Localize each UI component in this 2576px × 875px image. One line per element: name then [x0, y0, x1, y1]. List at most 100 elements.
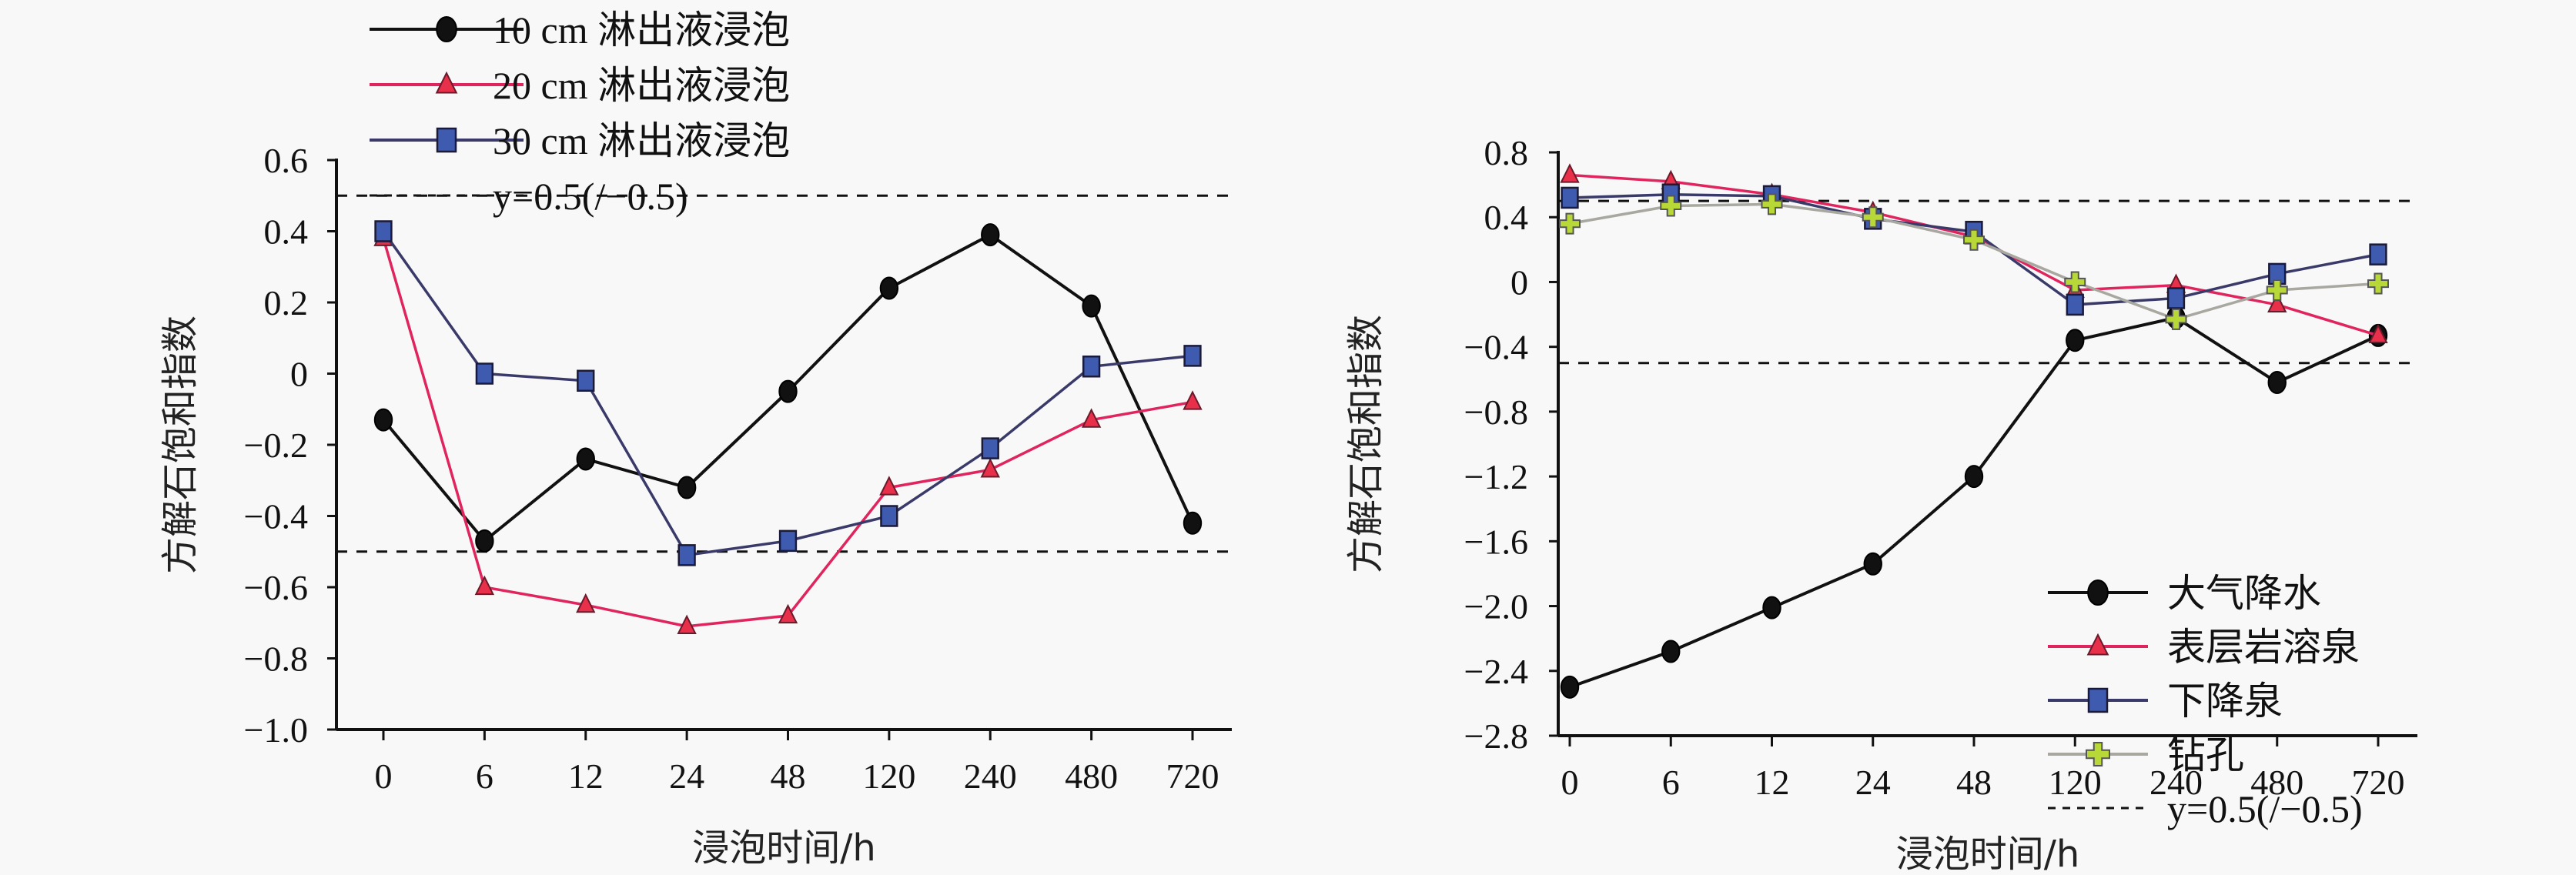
- x-tick-label: 0: [375, 756, 393, 796]
- data-point: [1660, 195, 1682, 217]
- data-point: [879, 276, 899, 300]
- x-tick-label: 12: [568, 756, 604, 796]
- right-chart: 0.8 0.4 0 −0.4 −0.8 −1.2 −1.6 −2.0 −2.4 −2.8 0 6 12 2…: [1344, 133, 2417, 875]
- data-point: [2066, 293, 2084, 316]
- data-point: [1762, 596, 1781, 620]
- y-tick-label: 0.6: [264, 141, 309, 180]
- y-tick-label: −1.6: [1464, 522, 1528, 561]
- y-tick-label: 0.4: [264, 212, 309, 252]
- y-tick-label: −0.2: [244, 426, 308, 465]
- data-point: [577, 369, 595, 392]
- x-tick-label: 480: [2250, 763, 2303, 802]
- data-point: [374, 220, 393, 242]
- y-tick-label: −0.4: [1464, 328, 1528, 367]
- data-point: [677, 544, 696, 566]
- y-tick-label: 0.4: [1484, 198, 1529, 237]
- data-point: [1183, 511, 1203, 535]
- x-tick-label: 240: [964, 756, 1017, 796]
- data-point: [373, 408, 393, 432]
- x-tick-label: 12: [1755, 763, 1790, 802]
- y-tick-label: −1.2: [1464, 457, 1528, 496]
- legend-marker: [2087, 579, 2109, 606]
- data-point: [2367, 272, 2389, 295]
- data-point: [1963, 229, 1985, 251]
- data-point: [2368, 323, 2388, 344]
- data-point: [1082, 294, 1101, 318]
- series-line-1: [382, 238, 1193, 628]
- series-line-1: [1569, 173, 2379, 337]
- legend: 10 cm 淋出液浸泡 20 cm 淋出液浸泡 30 cm 淋出液浸泡 y=0.5(/…: [370, 8, 790, 218]
- legend-marker: [2087, 687, 2109, 713]
- data-point: [475, 529, 494, 553]
- data-point: [576, 593, 596, 613]
- legend-label: 30 cm 淋出液浸泡: [493, 119, 790, 162]
- x-axis-title: 浸泡时间/h: [1896, 833, 2080, 875]
- y-tick-label: −0.4: [244, 497, 308, 536]
- x-tick-label: 48: [1956, 763, 1992, 802]
- data-point: [677, 614, 697, 634]
- data-point: [1964, 465, 1984, 489]
- y-axis-title: 方解石饱和指数: [1344, 315, 1387, 573]
- y-tick-label: −2.0: [1464, 587, 1528, 626]
- x-tick-label: 6: [476, 756, 493, 796]
- data-point: [1559, 212, 1581, 235]
- data-point: [1560, 675, 1580, 699]
- legend-label: 大气降水: [2167, 572, 2321, 615]
- y-tick-label: 0.8: [1484, 133, 1529, 172]
- y-axis-title: 方解石饱和指数: [159, 316, 202, 574]
- data-point: [2166, 287, 2186, 309]
- legend-marker: [2086, 633, 2109, 656]
- legend-label-reference: y=0.5(/−0.5): [493, 175, 688, 218]
- legend-label: 钻孔: [2167, 733, 2244, 776]
- data-point: [2064, 271, 2086, 293]
- y-tick-label: 0: [290, 355, 308, 394]
- legend-label: 下降泉: [2167, 680, 2283, 723]
- data-point: [1183, 345, 1202, 367]
- legend-marker: [436, 127, 457, 153]
- x-tick-label: 480: [1065, 756, 1118, 796]
- x-axis-title: 浸泡时间/h: [692, 827, 876, 870]
- data-point: [1183, 390, 1203, 410]
- data-point: [778, 529, 798, 553]
- data-point: [2267, 370, 2287, 394]
- x-tick-label: 24: [1855, 763, 1891, 802]
- data-point: [879, 476, 899, 496]
- x-tick-label: 48: [771, 756, 806, 796]
- left-chart: 0.6 0.4 0.2 0 −0.2 −0.4 −0.6 −0.8 −1.0 0 6 12 24 48 12…: [159, 8, 1232, 870]
- y-tick-label: 0: [1510, 262, 1528, 302]
- data-point: [2266, 279, 2288, 301]
- x-tick-label: 6: [1662, 763, 1680, 802]
- y-tick-label: −2.4: [1464, 652, 1528, 691]
- data-point: [1560, 163, 1580, 183]
- data-point: [576, 447, 595, 471]
- x-tick-label: 24: [669, 756, 704, 796]
- data-point: [981, 437, 999, 459]
- legend-marker: [435, 71, 458, 94]
- data-point: [1081, 408, 1102, 428]
- legend-label: 表层岩溶泉: [2167, 626, 2360, 669]
- data-point: [1661, 640, 1681, 663]
- x-tick-label: 720: [2352, 763, 2405, 802]
- data-point: [2066, 329, 2085, 352]
- y-tick-label: −0.6: [244, 568, 308, 607]
- y-tick-label: −2.8: [1464, 716, 1528, 756]
- data-point: [1561, 186, 1579, 209]
- data-point: [2267, 292, 2287, 313]
- y-tick-label: −0.8: [244, 640, 308, 679]
- x-tick-label: 240: [2149, 763, 2203, 802]
- x-tick-label: 120: [862, 756, 915, 796]
- data-point: [981, 223, 1000, 247]
- y-tick-label: 0.2: [264, 283, 309, 322]
- legend-marker: [2086, 742, 2110, 766]
- data-point: [2165, 308, 2187, 330]
- data-point: [778, 603, 798, 624]
- x-tick-label: 720: [1166, 756, 1219, 796]
- x-tick-label: 0: [1561, 763, 1579, 802]
- legend-label: 20 cm 淋出液浸泡: [493, 64, 790, 107]
- data-point: [2369, 243, 2387, 266]
- legend-label: 10 cm 淋出液浸泡: [493, 8, 790, 52]
- y-tick-label: −1.0: [244, 710, 308, 750]
- data-point: [778, 379, 798, 403]
